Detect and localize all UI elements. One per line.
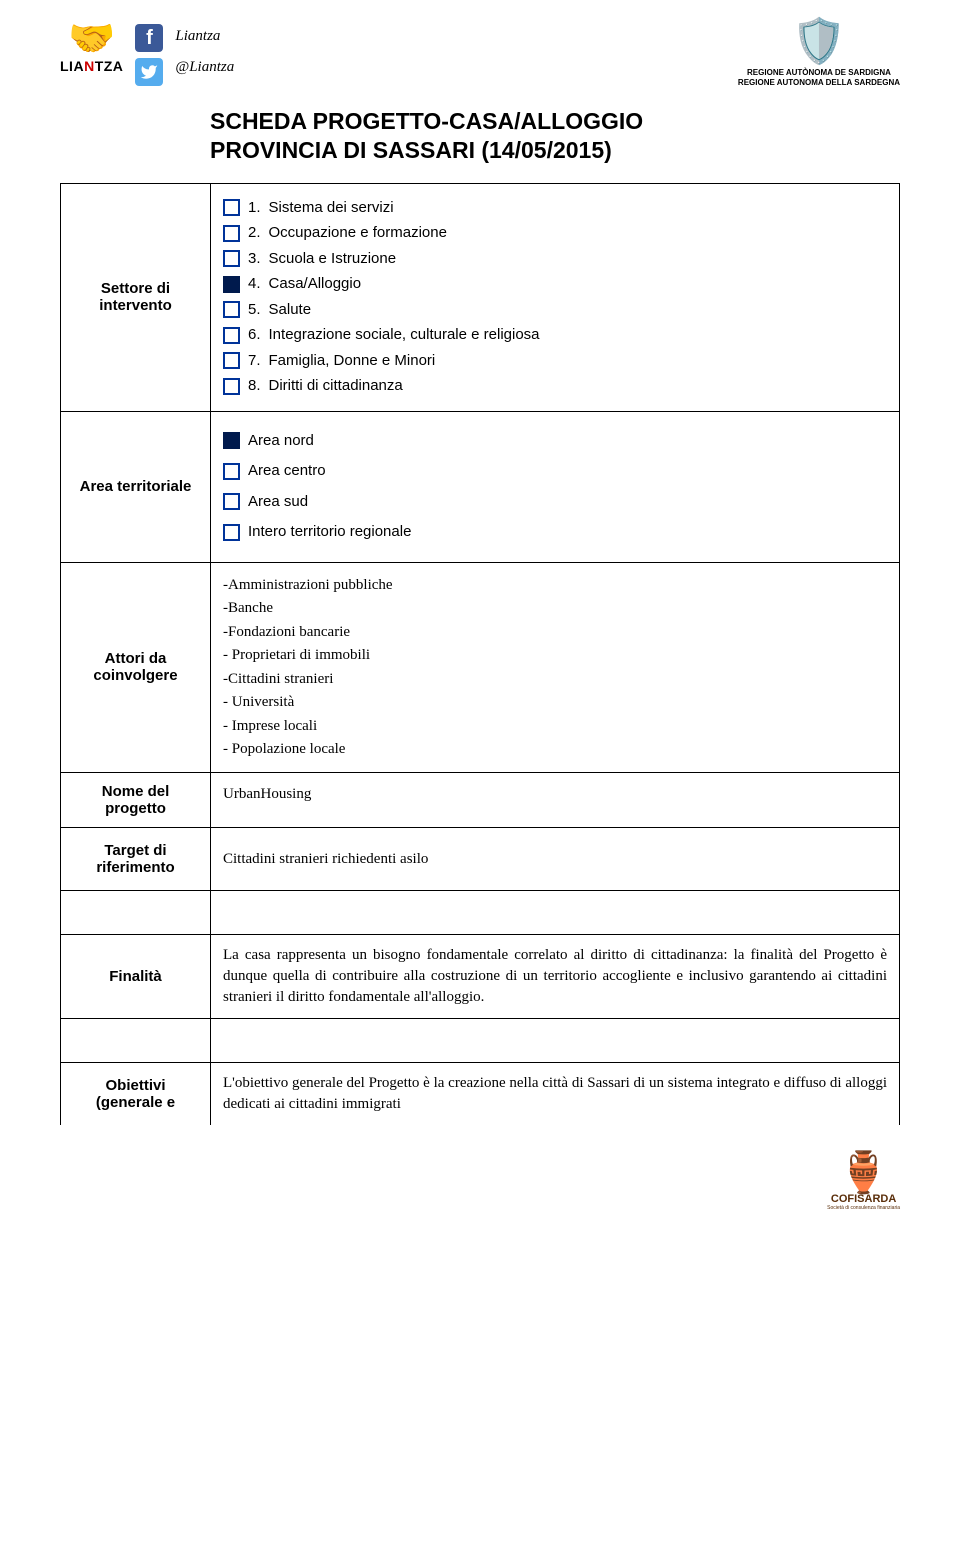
settore-option: 6. Integrazione sociale, culturale e reli…: [223, 324, 887, 347]
checkbox-icon: [223, 493, 240, 510]
checkbox-icon: [223, 463, 240, 480]
nome-value: UrbanHousing: [211, 772, 900, 827]
attori-item: -Banche: [223, 597, 887, 620]
option-number: 1.: [248, 197, 261, 220]
obiettivi-text: L'obiettivo generale del Progetto è la c…: [211, 1063, 900, 1126]
option-text: Intero territorio regionale: [248, 521, 411, 544]
region-text: REGIONE AUTÒNOMA DE SARDIGNA REGIONE AUT…: [738, 68, 900, 87]
checkbox-icon: [223, 199, 240, 216]
option-text: Occupazione e formazione: [269, 222, 447, 245]
option-text: Integrazione sociale, culturale e religi…: [269, 324, 540, 347]
settore-option: 5. Salute: [223, 299, 887, 322]
option-number: 6.: [248, 324, 261, 347]
checkbox-icon: [223, 352, 240, 369]
facebook-icon: f: [135, 24, 163, 52]
area-option: Area nord: [223, 430, 887, 453]
cofisarda-brand: COFISARDA: [831, 1193, 896, 1205]
row-spacer2: [61, 1019, 900, 1063]
option-text: Diritti di cittadinanza: [269, 375, 403, 398]
row-spacer: [61, 891, 900, 935]
attori-item: -Cittadini stranieri: [223, 668, 887, 691]
header-left: 🤝 LIANTZA f Liantza @Liantza: [60, 20, 234, 86]
cofisarda-logo: 🏺 COFISARDA Società di consulenza finanz…: [827, 1153, 900, 1211]
attori-item: - Imprese locali: [223, 715, 887, 738]
settore-option: 2. Occupazione e formazione: [223, 222, 887, 245]
settore-options: 1. Sistema dei servizi 2. Occupazione e for…: [211, 183, 900, 411]
area-label: Area territoriale: [61, 411, 211, 562]
option-text: Casa/Alloggio: [269, 273, 362, 296]
area-option: Area centro: [223, 460, 887, 483]
facebook-label: Liantza: [175, 28, 234, 45]
option-text: Area sud: [248, 491, 308, 514]
option-number: 2.: [248, 222, 261, 245]
settore-option: 7. Famiglia, Donne e Minori: [223, 350, 887, 373]
twitter-icon: [135, 58, 163, 86]
row-nome: Nome del progetto UrbanHousing: [61, 772, 900, 827]
row-finalita: Finalità La casa rappresenta un bisogno …: [61, 935, 900, 1019]
option-number: 4.: [248, 273, 261, 296]
settore-option: 4. Casa/Alloggio: [223, 273, 887, 296]
option-text: Famiglia, Donne e Minori: [269, 350, 436, 373]
attori-item: - Proprietari di immobili: [223, 644, 887, 667]
finalita-text: La casa rappresenta un bisogno fondament…: [211, 935, 900, 1019]
attori-item: - Università: [223, 691, 887, 714]
row-area: Area territoriale Area nordArea centroAr…: [61, 411, 900, 562]
settore-option: 8. Diritti di cittadinanza: [223, 375, 887, 398]
checkbox-icon: [223, 432, 240, 449]
row-target: Target di riferimento Cittadini stranier…: [61, 827, 900, 891]
project-table: Settore di intervento 1. Sistema dei serv…: [60, 183, 900, 1126]
page-header: 🤝 LIANTZA f Liantza @Liantza 🛡️ REGIONE …: [60, 20, 900, 87]
settore-option: 1. Sistema dei servizi: [223, 197, 887, 220]
nome-label: Nome del progetto: [61, 772, 211, 827]
cofisarda-sub: Società di consulenza finanziaria: [827, 1205, 900, 1211]
option-text: Area centro: [248, 460, 326, 483]
checkbox-icon: [223, 301, 240, 318]
attori-list: -Amministrazioni pubbliche-Banche-Fondaz…: [211, 562, 900, 772]
checkbox-icon: [223, 378, 240, 395]
row-obiettivi: Obiettivi (generale e L'obiettivo genera…: [61, 1063, 900, 1126]
checkbox-icon: [223, 276, 240, 293]
liantza-logo: 🤝 LIANTZA: [60, 20, 123, 74]
sardegna-emblem-icon: 🛡️: [792, 20, 847, 64]
page-footer: 🏺 COFISARDA Società di consulenza finanz…: [60, 1153, 900, 1211]
attori-item: -Amministrazioni pubbliche: [223, 574, 887, 597]
row-attori: Attori da coinvolgere -Amministrazioni p…: [61, 562, 900, 772]
attori-item: -Fondazioni bancarie: [223, 621, 887, 644]
settore-option: 3. Scuola e Istruzione: [223, 248, 887, 271]
area-option: Intero territorio regionale: [223, 521, 887, 544]
attori-label: Attori da coinvolgere: [61, 562, 211, 772]
page-title: SCHEDA PROGETTO-CASA/ALLOGGIO PROVINCIA …: [210, 107, 900, 165]
attori-item: - Popolazione locale: [223, 738, 887, 761]
option-text: Sistema dei servizi: [269, 197, 394, 220]
option-text: Area nord: [248, 430, 314, 453]
checkbox-icon: [223, 250, 240, 267]
checkbox-icon: [223, 524, 240, 541]
header-right: 🛡️ REGIONE AUTÒNOMA DE SARDIGNA REGIONE …: [738, 20, 900, 87]
checkbox-icon: [223, 327, 240, 344]
option-number: 7.: [248, 350, 261, 373]
row-settore: Settore di intervento 1. Sistema dei serv…: [61, 183, 900, 411]
finalita-label: Finalità: [61, 935, 211, 1019]
area-option: Area sud: [223, 491, 887, 514]
option-number: 8.: [248, 375, 261, 398]
liantza-brand-text: LIANTZA: [60, 58, 123, 74]
obiettivi-label: Obiettivi (generale e: [61, 1063, 211, 1126]
option-text: Salute: [269, 299, 312, 322]
social-icons: f: [135, 24, 163, 86]
handshake-icon: 🤝: [68, 20, 115, 58]
target-value: Cittadini stranieri richiedenti asilo: [211, 827, 900, 891]
option-number: 5.: [248, 299, 261, 322]
option-text: Scuola e Istruzione: [269, 248, 397, 271]
checkbox-icon: [223, 225, 240, 242]
area-options: Area nord Area centro Area sud Intero terri…: [211, 411, 900, 562]
settore-label: Settore di intervento: [61, 183, 211, 411]
option-number: 3.: [248, 248, 261, 271]
target-label: Target di riferimento: [61, 827, 211, 891]
cofisarda-icon: 🏺: [839, 1153, 889, 1193]
twitter-label: @Liantza: [175, 59, 234, 76]
social-labels: Liantza @Liantza: [175, 28, 234, 76]
